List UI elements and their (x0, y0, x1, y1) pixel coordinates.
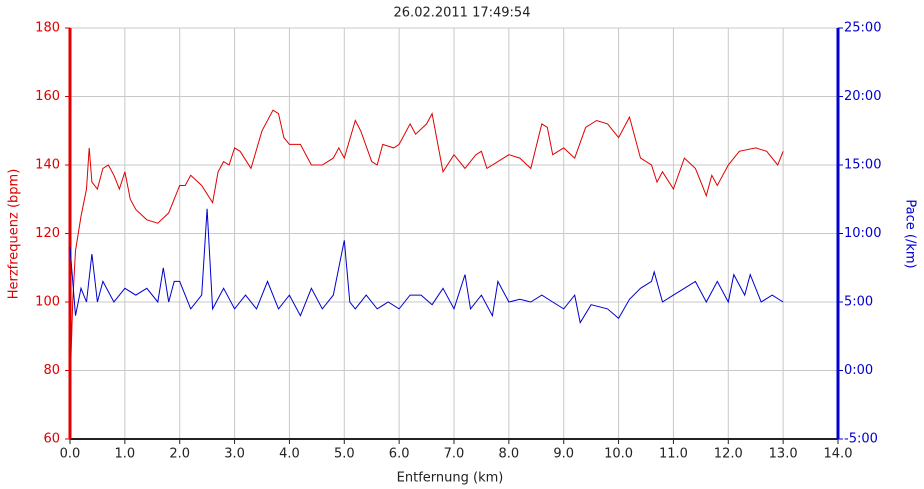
x-tick-label: 6.0 (389, 447, 410, 462)
y-tick-label: 120 (35, 226, 60, 241)
y-tick-label: 160 (35, 89, 60, 104)
x-tick-label: 8.0 (499, 447, 520, 462)
x-tick-label: 9.0 (553, 447, 574, 462)
y2-tick-label: 15:00 (844, 158, 881, 173)
y2-tick-label: 20:00 (844, 89, 881, 104)
x-axis-label: Entfernung (km) (397, 471, 504, 486)
y-tick-label: 60 (43, 432, 60, 447)
chart-title: 26.02.2011 17:49:54 (394, 6, 531, 21)
x-tick-label: 12.0 (714, 447, 743, 462)
y2-tick-label: 0:00 (844, 363, 873, 378)
x-tick-label: 13.0 (769, 447, 798, 462)
y2-axis-label: Pace (/km) (903, 199, 918, 268)
y-tick-label: 80 (43, 363, 60, 378)
x-tick-label: 5.0 (334, 447, 355, 462)
y2-tick-label: 10:00 (844, 226, 881, 241)
y-axis-label: Herzfrequenz (bpm) (7, 169, 22, 300)
y2-tick-label: 25:00 (844, 21, 881, 36)
x-tick-label: 11.0 (659, 447, 688, 462)
x-tick-label: 3.0 (224, 447, 245, 462)
x-tick-label: 10.0 (604, 447, 633, 462)
y2-tick-label: 5:00 (844, 295, 873, 310)
data-line (69, 109, 784, 392)
data-line (69, 208, 784, 324)
x-tick-label: 4.0 (279, 447, 300, 462)
y-tick-label: 180 (35, 21, 60, 36)
y2-tick-label: -5:00 (844, 432, 878, 447)
y-tick-label: 140 (35, 158, 60, 173)
x-tick-label: 14.0 (824, 447, 853, 462)
y-tick-label: 100 (35, 295, 60, 310)
x-tick-label: 2.0 (169, 447, 190, 462)
x-tick-label: 7.0 (444, 447, 465, 462)
x-tick-label: 0.0 (60, 447, 81, 462)
x-tick-label: 1.0 (115, 447, 136, 462)
